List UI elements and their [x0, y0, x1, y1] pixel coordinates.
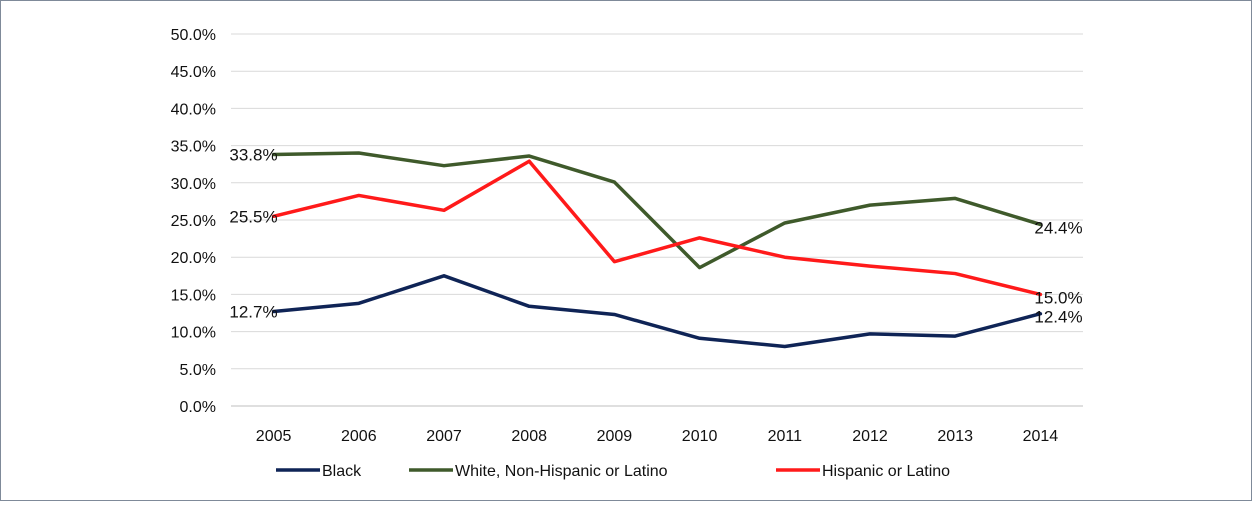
x-tick-label: 2011	[768, 428, 803, 445]
y-tick-label: 35.0%	[171, 139, 216, 156]
series-line-3	[271, 159, 1043, 297]
series-line-1	[271, 274, 1043, 349]
y-axis-ticks: 0.0% 5.0% 10.0% 15.0% 20.0% 25.0% 30.0% 35.0% 40…	[171, 27, 216, 416]
gridlines	[231, 33, 1083, 407]
x-tick-label: 2007	[426, 428, 462, 445]
data-label-last: 15.0%	[1034, 288, 1082, 307]
legend-label: Hispanic or Latino	[822, 463, 950, 480]
x-tick-label: 2008	[511, 428, 547, 445]
data-label-first: 25.5%	[229, 207, 277, 226]
x-tick-label: 2012	[852, 428, 888, 445]
series-lines	[271, 151, 1043, 349]
series-line-2	[271, 151, 1043, 270]
y-tick-label: 15.0%	[171, 287, 216, 304]
y-tick-label: 5.0%	[180, 362, 216, 379]
data-label-last: 24.4%	[1034, 218, 1082, 237]
x-tick-label: 2006	[341, 428, 377, 445]
x-tick-label: 2013	[937, 428, 973, 445]
legend-label: White, Non-Hispanic or Latino	[455, 463, 668, 480]
legend: Black White, Non-Hispanic or Latino Hispan…	[276, 463, 950, 480]
x-tick-label: 2009	[597, 428, 633, 445]
x-tick-label: 2014	[1023, 428, 1059, 445]
y-tick-label: 20.0%	[171, 250, 216, 267]
y-tick-label: 50.0%	[171, 27, 216, 44]
data-label-first: 33.8%	[229, 146, 277, 165]
y-tick-label: 40.0%	[171, 101, 216, 118]
y-tick-label: 10.0%	[171, 325, 216, 342]
y-tick-label: 45.0%	[171, 64, 216, 81]
data-labels: 12.7% 12.4% 33.8% 24.4% 25.5% 15.0%	[229, 146, 1082, 327]
legend-label: Black	[322, 463, 362, 480]
y-tick-label: 0.0%	[180, 399, 216, 416]
data-label-first: 12.7%	[229, 303, 277, 322]
data-label-last: 12.4%	[1034, 308, 1082, 327]
x-axis-ticks: 2005 2006 2007 2008 2009 2010 2011 2012 2013 2014	[256, 428, 1058, 445]
x-tick-label: 2010	[682, 428, 718, 445]
x-tick-label: 2005	[256, 428, 292, 445]
y-tick-label: 30.0%	[171, 176, 216, 193]
y-tick-label: 25.0%	[171, 213, 216, 230]
